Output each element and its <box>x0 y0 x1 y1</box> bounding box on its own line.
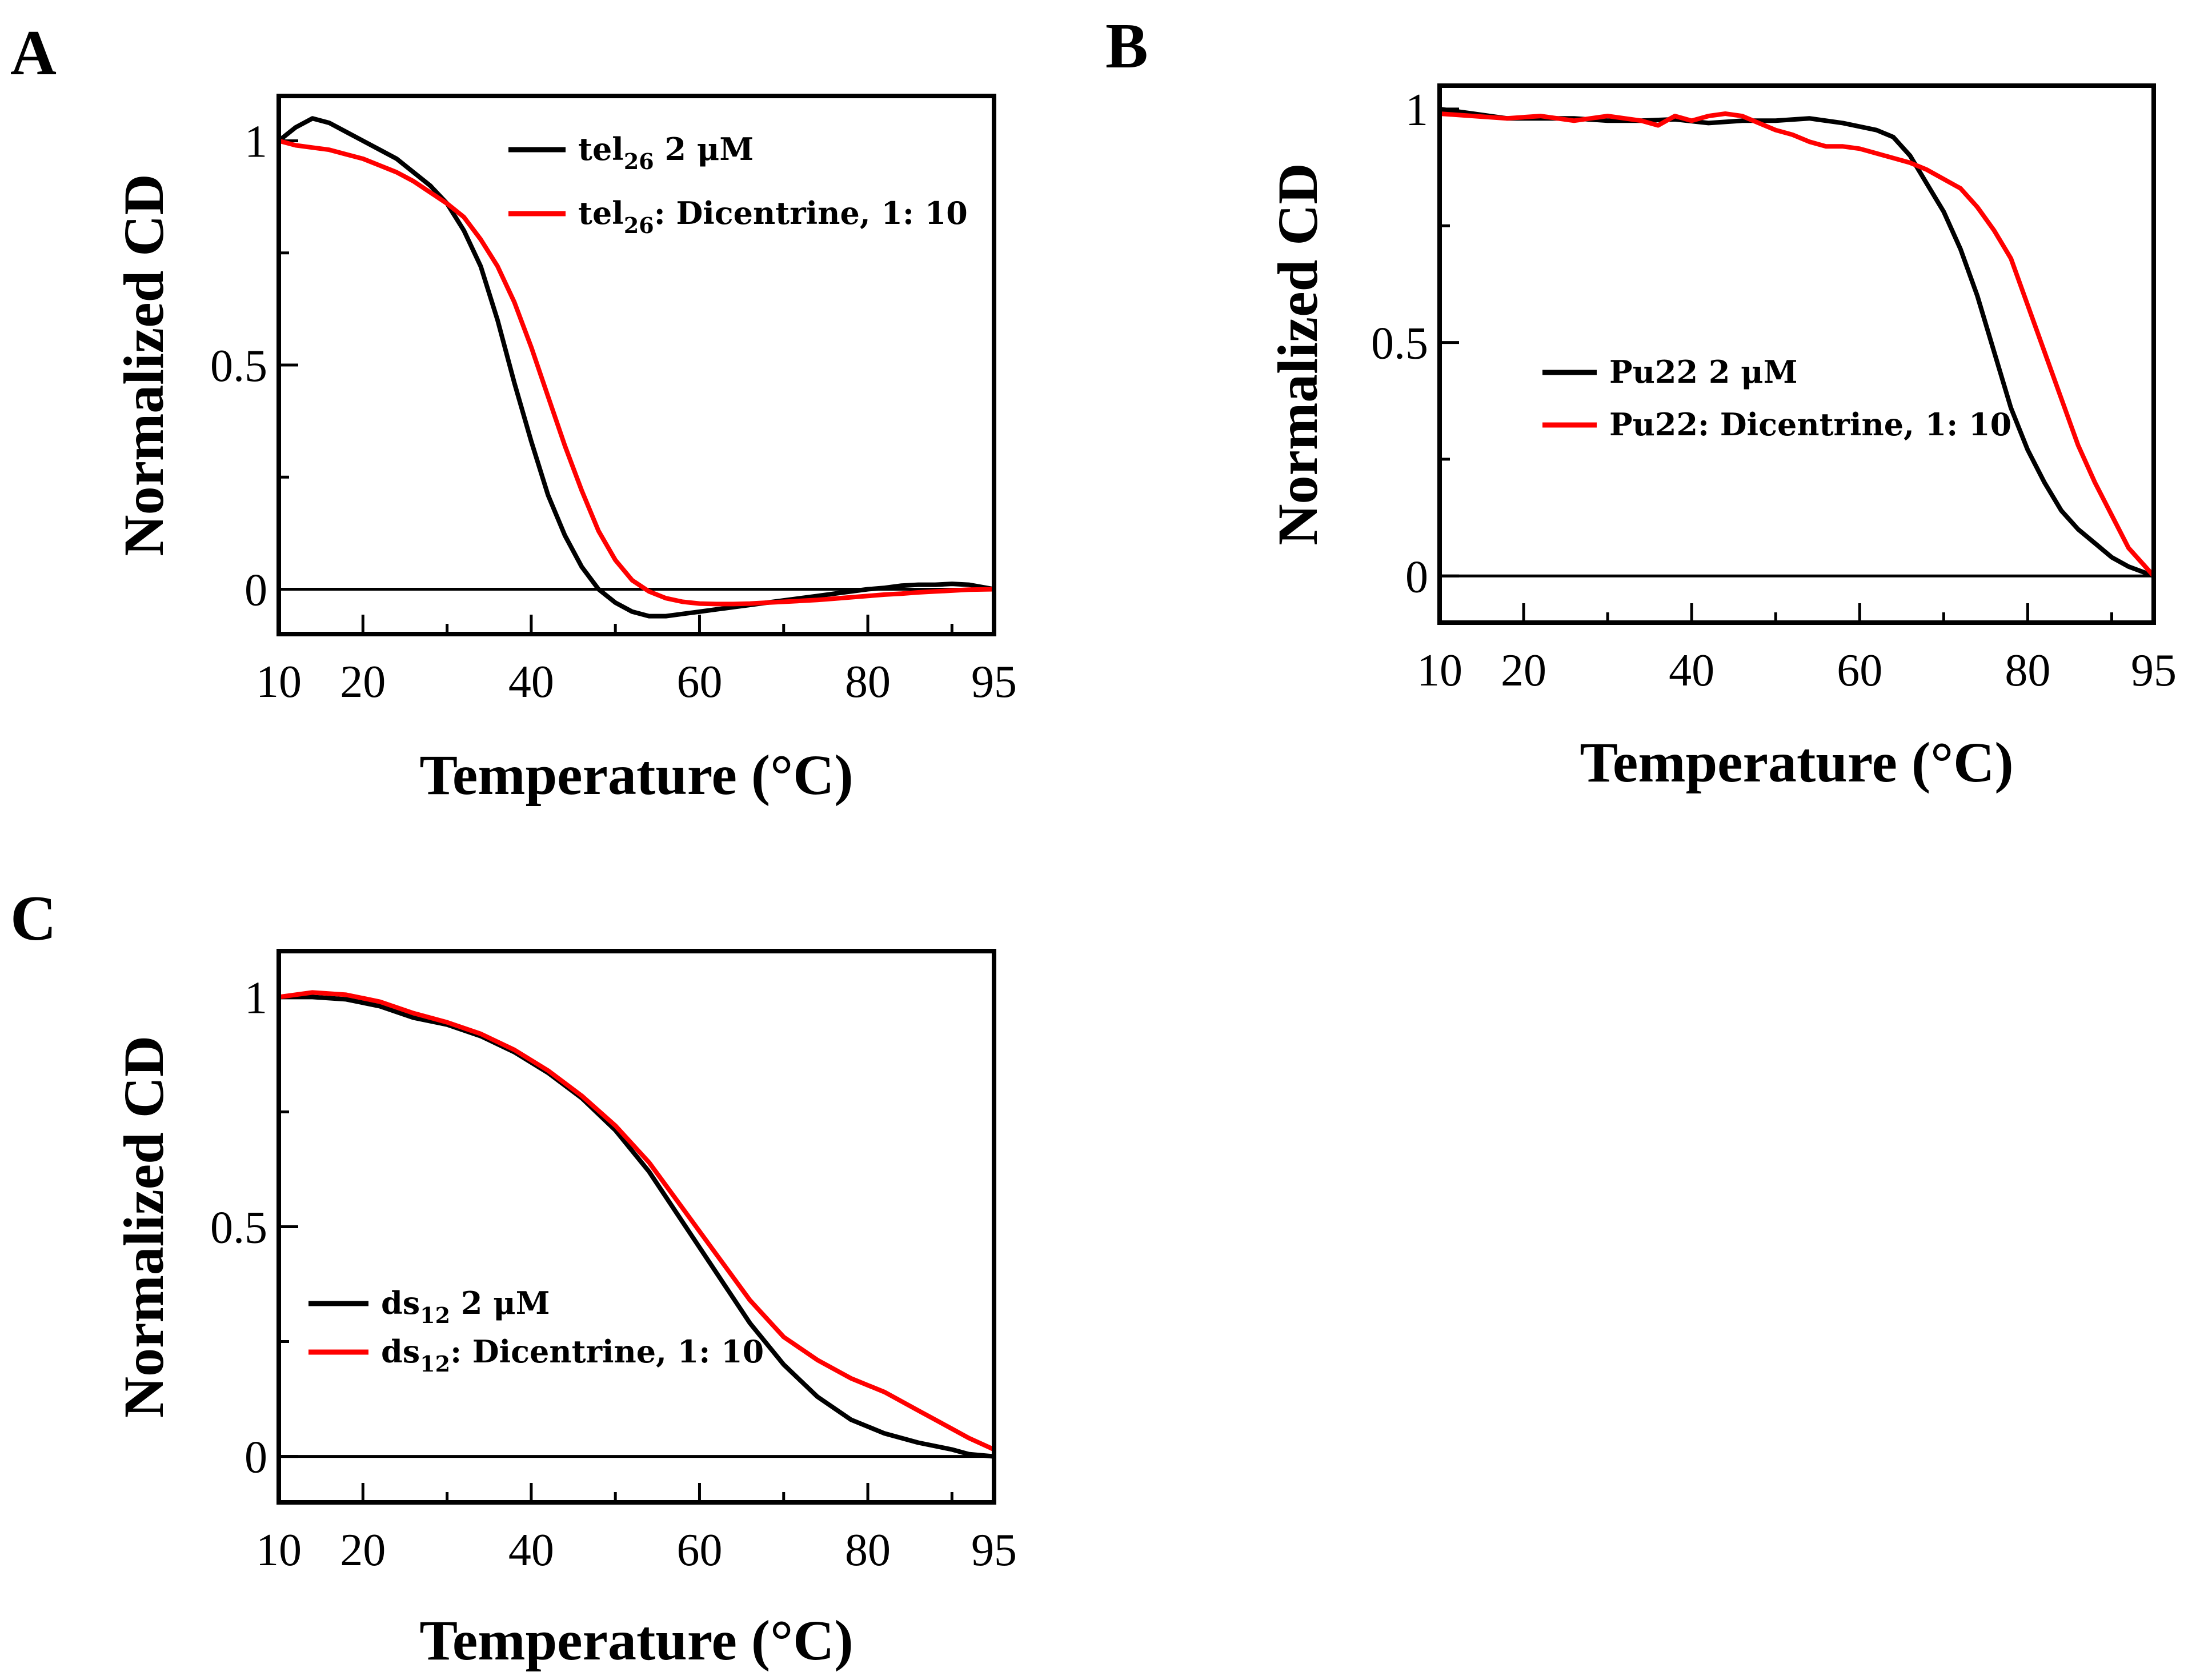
x-tick-label: 20 <box>340 657 386 707</box>
panel-letter: B <box>1105 11 1148 82</box>
y-axis-title: Normalized CD <box>1266 163 1329 545</box>
x-axis-title: Temperature (°C) <box>1580 731 2013 794</box>
legend: ds12 2 μM ds12: Dicentrine, 1: 10 <box>308 1285 764 1377</box>
x-tick-label: 40 <box>508 657 554 707</box>
series-line-1 <box>276 116 996 619</box>
legend-label: ds12 2 μM <box>381 1285 550 1328</box>
y-tick-label: 0.5 <box>210 1203 267 1253</box>
y-axis-title: Normalized CD <box>112 174 175 556</box>
y-tick-label: 1 <box>245 973 267 1023</box>
y-tick-label: 0.5 <box>210 341 267 391</box>
chart-panel-c: C 10 20 40 60 80 95 0 0.5 1 ds12 2 μM ds12: Dicentr… <box>10 883 1017 1672</box>
x-tick-label: 20 <box>1501 645 1546 696</box>
y-axis-title: Normalized CD <box>112 1036 175 1418</box>
x-tick-label: 80 <box>2005 645 2050 696</box>
x-axis-title: Temperature (°C) <box>419 743 853 807</box>
series-line-2 <box>276 990 996 1452</box>
x-tick-label: 40 <box>508 1525 554 1575</box>
x-tick-label: 60 <box>676 657 722 707</box>
x-tick-label: 10 <box>1417 645 1462 696</box>
plot-frame <box>1437 83 2156 625</box>
legend-label: Pu22: Dicentrine, 1: 10 <box>1609 406 2011 443</box>
y-tick-label: 1 <box>245 117 267 167</box>
x-tick-label: 80 <box>845 657 891 707</box>
legend-label: tel26: Dicentrine, 1: 10 <box>578 195 968 238</box>
series-line-2 <box>276 138 996 607</box>
plot-frame <box>276 949 996 1505</box>
legend-label: tel26 2 μM <box>578 131 754 174</box>
series-line-1 <box>1437 106 2156 579</box>
legend-label: Pu22 2 μM <box>1609 354 1797 390</box>
legend-label: ds12: Dicentrine, 1: 10 <box>381 1333 764 1377</box>
x-tick-label: 10 <box>256 1525 302 1575</box>
legend: Pu22 2 μM Pu22: Dicentrine, 1: 10 <box>1542 354 2011 443</box>
y-tick-label: 0 <box>245 1433 267 1483</box>
panel-letter: C <box>10 883 57 954</box>
x-tick-label: 95 <box>971 657 1017 707</box>
panel-letter: A <box>10 18 57 89</box>
y-tick-label: 1 <box>1405 85 1428 135</box>
chart-panel-b: B 10 20 40 60 80 95 0 0.5 1 Pu22 2 μM Pu22: Dicentr… <box>1105 11 2177 794</box>
x-tick-label: 80 <box>845 1525 891 1575</box>
legend: tel26 2 μM tel26: Dicentrine, 1: 10 <box>508 131 968 238</box>
x-tick-label: 60 <box>676 1525 722 1575</box>
chart-panel-a: A 10 20 40 60 80 95 0 0.5 1 tel26 2 μM tel26: Dicen… <box>10 18 1017 807</box>
x-axis-title: Temperature (°C) <box>419 1609 853 1672</box>
x-tick-label: 95 <box>971 1525 1017 1575</box>
x-tick-label: 20 <box>340 1525 386 1575</box>
x-tick-label: 10 <box>256 657 302 707</box>
series-line-2 <box>1437 111 2156 579</box>
y-tick-label: 0 <box>245 566 267 616</box>
y-tick-label: 0 <box>1405 552 1428 602</box>
plot-frame <box>276 94 996 636</box>
x-tick-label: 40 <box>1669 645 1714 696</box>
y-tick-label: 0.5 <box>1371 319 1428 369</box>
x-tick-label: 95 <box>2131 645 2177 696</box>
x-tick-label: 60 <box>1837 645 1882 696</box>
series-line-1 <box>276 995 996 1459</box>
